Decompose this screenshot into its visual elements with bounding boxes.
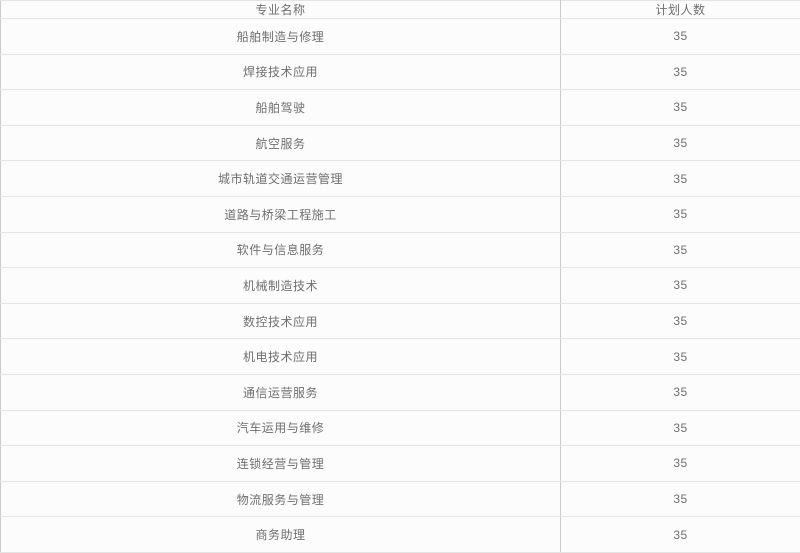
planned-count-cell: 35: [560, 89, 800, 126]
planned-count-cell: 35: [560, 480, 800, 518]
table-row: 汽车运用与维修 35: [0, 409, 800, 447]
major-name-cell: 机械制造技术: [0, 267, 561, 304]
major-name-cell: 通信运营服务: [0, 373, 561, 411]
major-name-cell: 道路与桥梁工程施工: [0, 195, 561, 233]
table-row: 通信运营服务 35: [0, 373, 800, 411]
table-row: 数控技术应用 35: [0, 302, 800, 340]
major-name-cell: 船舶制造与修理: [0, 18, 561, 55]
major-name-cell: 船舶驾驶: [0, 89, 561, 126]
planned-count-cell: 35: [560, 195, 800, 233]
major-name-cell: 数控技术应用: [0, 302, 561, 340]
table-body: 船舶制造与修理 35 焊接技术应用 35 船舶驾驶 35 航空服务 35 城市轨道交通运营管理 3…: [0, 18, 800, 553]
major-name-cell: 焊接技术应用: [0, 53, 561, 91]
planned-count-cell: 35: [560, 373, 800, 411]
table-row: 商务助理 35: [0, 516, 800, 553]
table-row: 焊接技术应用 35: [0, 53, 800, 91]
table-row: 连锁经营与管理 35: [0, 445, 800, 482]
table-row: 道路与桥梁工程施工 35: [0, 195, 800, 233]
table-row: 航空服务 35: [0, 124, 800, 162]
planned-count-cell: 35: [560, 160, 800, 197]
major-name-cell: 软件与信息服务: [0, 231, 561, 269]
header-planned-count: 计划人数: [560, 0, 800, 19]
major-name-cell: 汽车运用与维修: [0, 409, 561, 447]
table-row: 物流服务与管理 35: [0, 480, 800, 518]
planned-count-cell: 35: [560, 338, 800, 375]
planned-count-cell: 35: [560, 18, 800, 55]
table-row: 船舶制造与修理 35: [0, 18, 800, 55]
table-row: 机电技术应用 35: [0, 338, 800, 375]
header-major-name: 专业名称: [0, 0, 561, 19]
table-row: 船舶驾驶 35: [0, 89, 800, 126]
table-header: 专业名称 计划人数: [0, 0, 800, 19]
table-row: 机械制造技术 35: [0, 267, 800, 304]
table-row: 城市轨道交通运营管理 35: [0, 160, 800, 197]
major-name-cell: 连锁经营与管理: [0, 445, 561, 482]
major-name-cell: 航空服务: [0, 124, 561, 162]
planned-count-cell: 35: [560, 267, 800, 304]
planned-count-cell: 35: [560, 516, 800, 553]
major-name-cell: 商务助理: [0, 516, 561, 553]
planned-count-cell: 35: [560, 445, 800, 482]
table-row: 软件与信息服务 35: [0, 231, 800, 269]
planned-count-cell: 35: [560, 231, 800, 269]
planned-count-cell: 35: [560, 409, 800, 447]
major-name-cell: 机电技术应用: [0, 338, 561, 375]
header-row: 专业名称 计划人数: [0, 0, 800, 19]
planned-count-cell: 35: [560, 302, 800, 340]
planned-count-cell: 35: [560, 124, 800, 162]
major-name-cell: 城市轨道交通运营管理: [0, 160, 561, 197]
planned-count-cell: 35: [560, 53, 800, 91]
major-name-cell: 物流服务与管理: [0, 480, 561, 518]
